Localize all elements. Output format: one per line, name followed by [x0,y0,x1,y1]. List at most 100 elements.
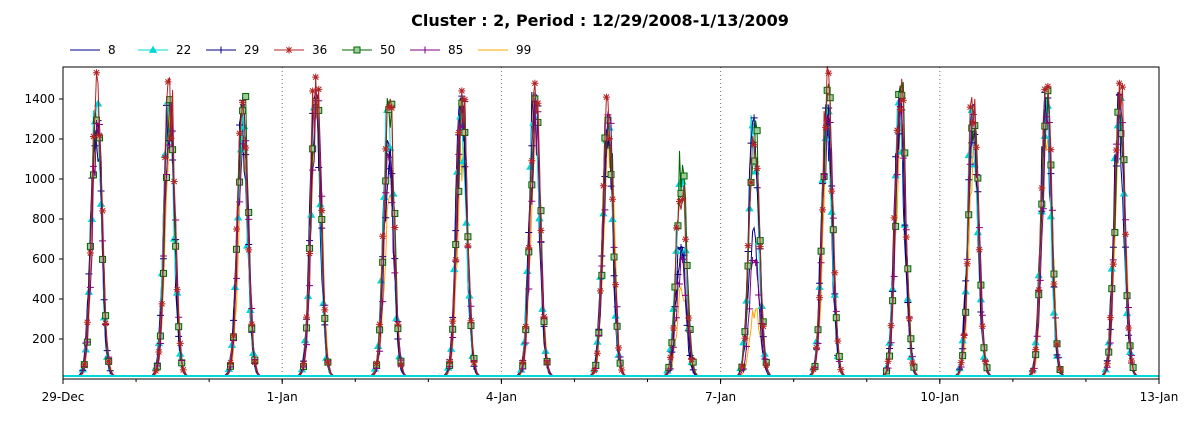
data-point [394,320,402,328]
legend-item-85: 85 [410,43,463,57]
data-point [685,314,693,322]
data-point [388,104,396,112]
data-point [599,182,607,190]
y-tick-label: 200 [32,332,55,346]
legend-item-99: 99 [478,43,531,57]
data-point [91,142,99,150]
legend-label: 29 [244,43,259,57]
legend-label: 50 [380,43,395,57]
data-point [83,318,91,326]
data-point [166,96,174,104]
y-tick-label: 400 [32,292,55,306]
data-point [981,358,989,366]
data-point [744,242,752,250]
data-point [83,338,91,346]
legend-label: 8 [108,43,116,57]
data-point [167,134,175,142]
data-point [229,332,237,340]
data-point [1033,332,1041,340]
data-point [158,300,166,308]
data-point [309,87,317,95]
x-tick-label: 13-Jan [1140,390,1179,404]
data-point [379,232,387,240]
data-point [688,355,696,363]
data-point [236,178,244,186]
data-point [1128,357,1136,365]
data-point [382,214,390,222]
data-point [236,129,244,137]
data-point [752,259,760,267]
legend-item-8: 8 [70,43,116,57]
data-point [905,315,913,323]
legend-marker [285,46,293,54]
data-point [887,322,895,330]
data-point [455,150,463,158]
legend-item-50: 50 [342,43,395,57]
x-tick-label: 7-Jan [705,390,736,404]
data-point [1053,340,1061,348]
data-point [753,127,761,135]
data-point [744,262,752,270]
data-point [892,222,900,230]
data-point [615,344,623,352]
data-point [525,244,533,252]
data-point [679,255,687,263]
data-point [300,360,308,368]
data-point [831,269,839,277]
data-point [537,226,545,234]
data-point [747,179,755,187]
data-point [522,323,530,331]
data-point [975,246,983,254]
data-point [543,358,551,366]
data-point [598,262,606,270]
legend: 8 22 29 36 50 85 99 [70,43,531,57]
legend-label: 22 [176,43,191,57]
data-point [86,249,94,257]
data-point [753,184,761,192]
data-point [819,206,827,214]
data-point [382,145,390,153]
data-point [1117,130,1125,138]
data-point [605,135,613,143]
data-point [1029,367,1037,375]
data-point [1032,346,1040,354]
data-point [610,272,618,280]
data-point [315,85,323,93]
data-point [382,189,390,197]
data-point [755,291,763,299]
data-point [960,331,968,339]
data-point [152,367,160,375]
data-point [962,277,970,285]
data-point [80,361,88,369]
data-point [464,242,472,250]
data-point [1047,146,1055,154]
data-point [972,143,980,151]
data-point [233,274,241,282]
data-point [528,181,536,189]
data-point [902,233,910,241]
data-point [746,305,754,313]
data-point [1125,304,1133,312]
data-point [753,164,761,172]
data-point [446,358,454,366]
data-point [884,364,892,372]
legend-label: 85 [448,43,463,57]
data-point [226,359,234,367]
data-point [908,359,916,367]
data-point [170,178,178,186]
data-point [1056,365,1064,373]
data-point [593,349,601,357]
data-point [379,258,387,266]
data-point [977,308,985,316]
legend-item-22: 22 [138,43,191,57]
legend-label: 99 [516,43,531,57]
data-point [890,214,898,222]
data-point [672,224,680,232]
data-point [324,358,332,366]
data-point [391,255,399,263]
data-point [759,333,767,341]
legend-item-36: 36 [274,43,327,57]
data-point [618,366,626,374]
data-point [455,187,463,195]
